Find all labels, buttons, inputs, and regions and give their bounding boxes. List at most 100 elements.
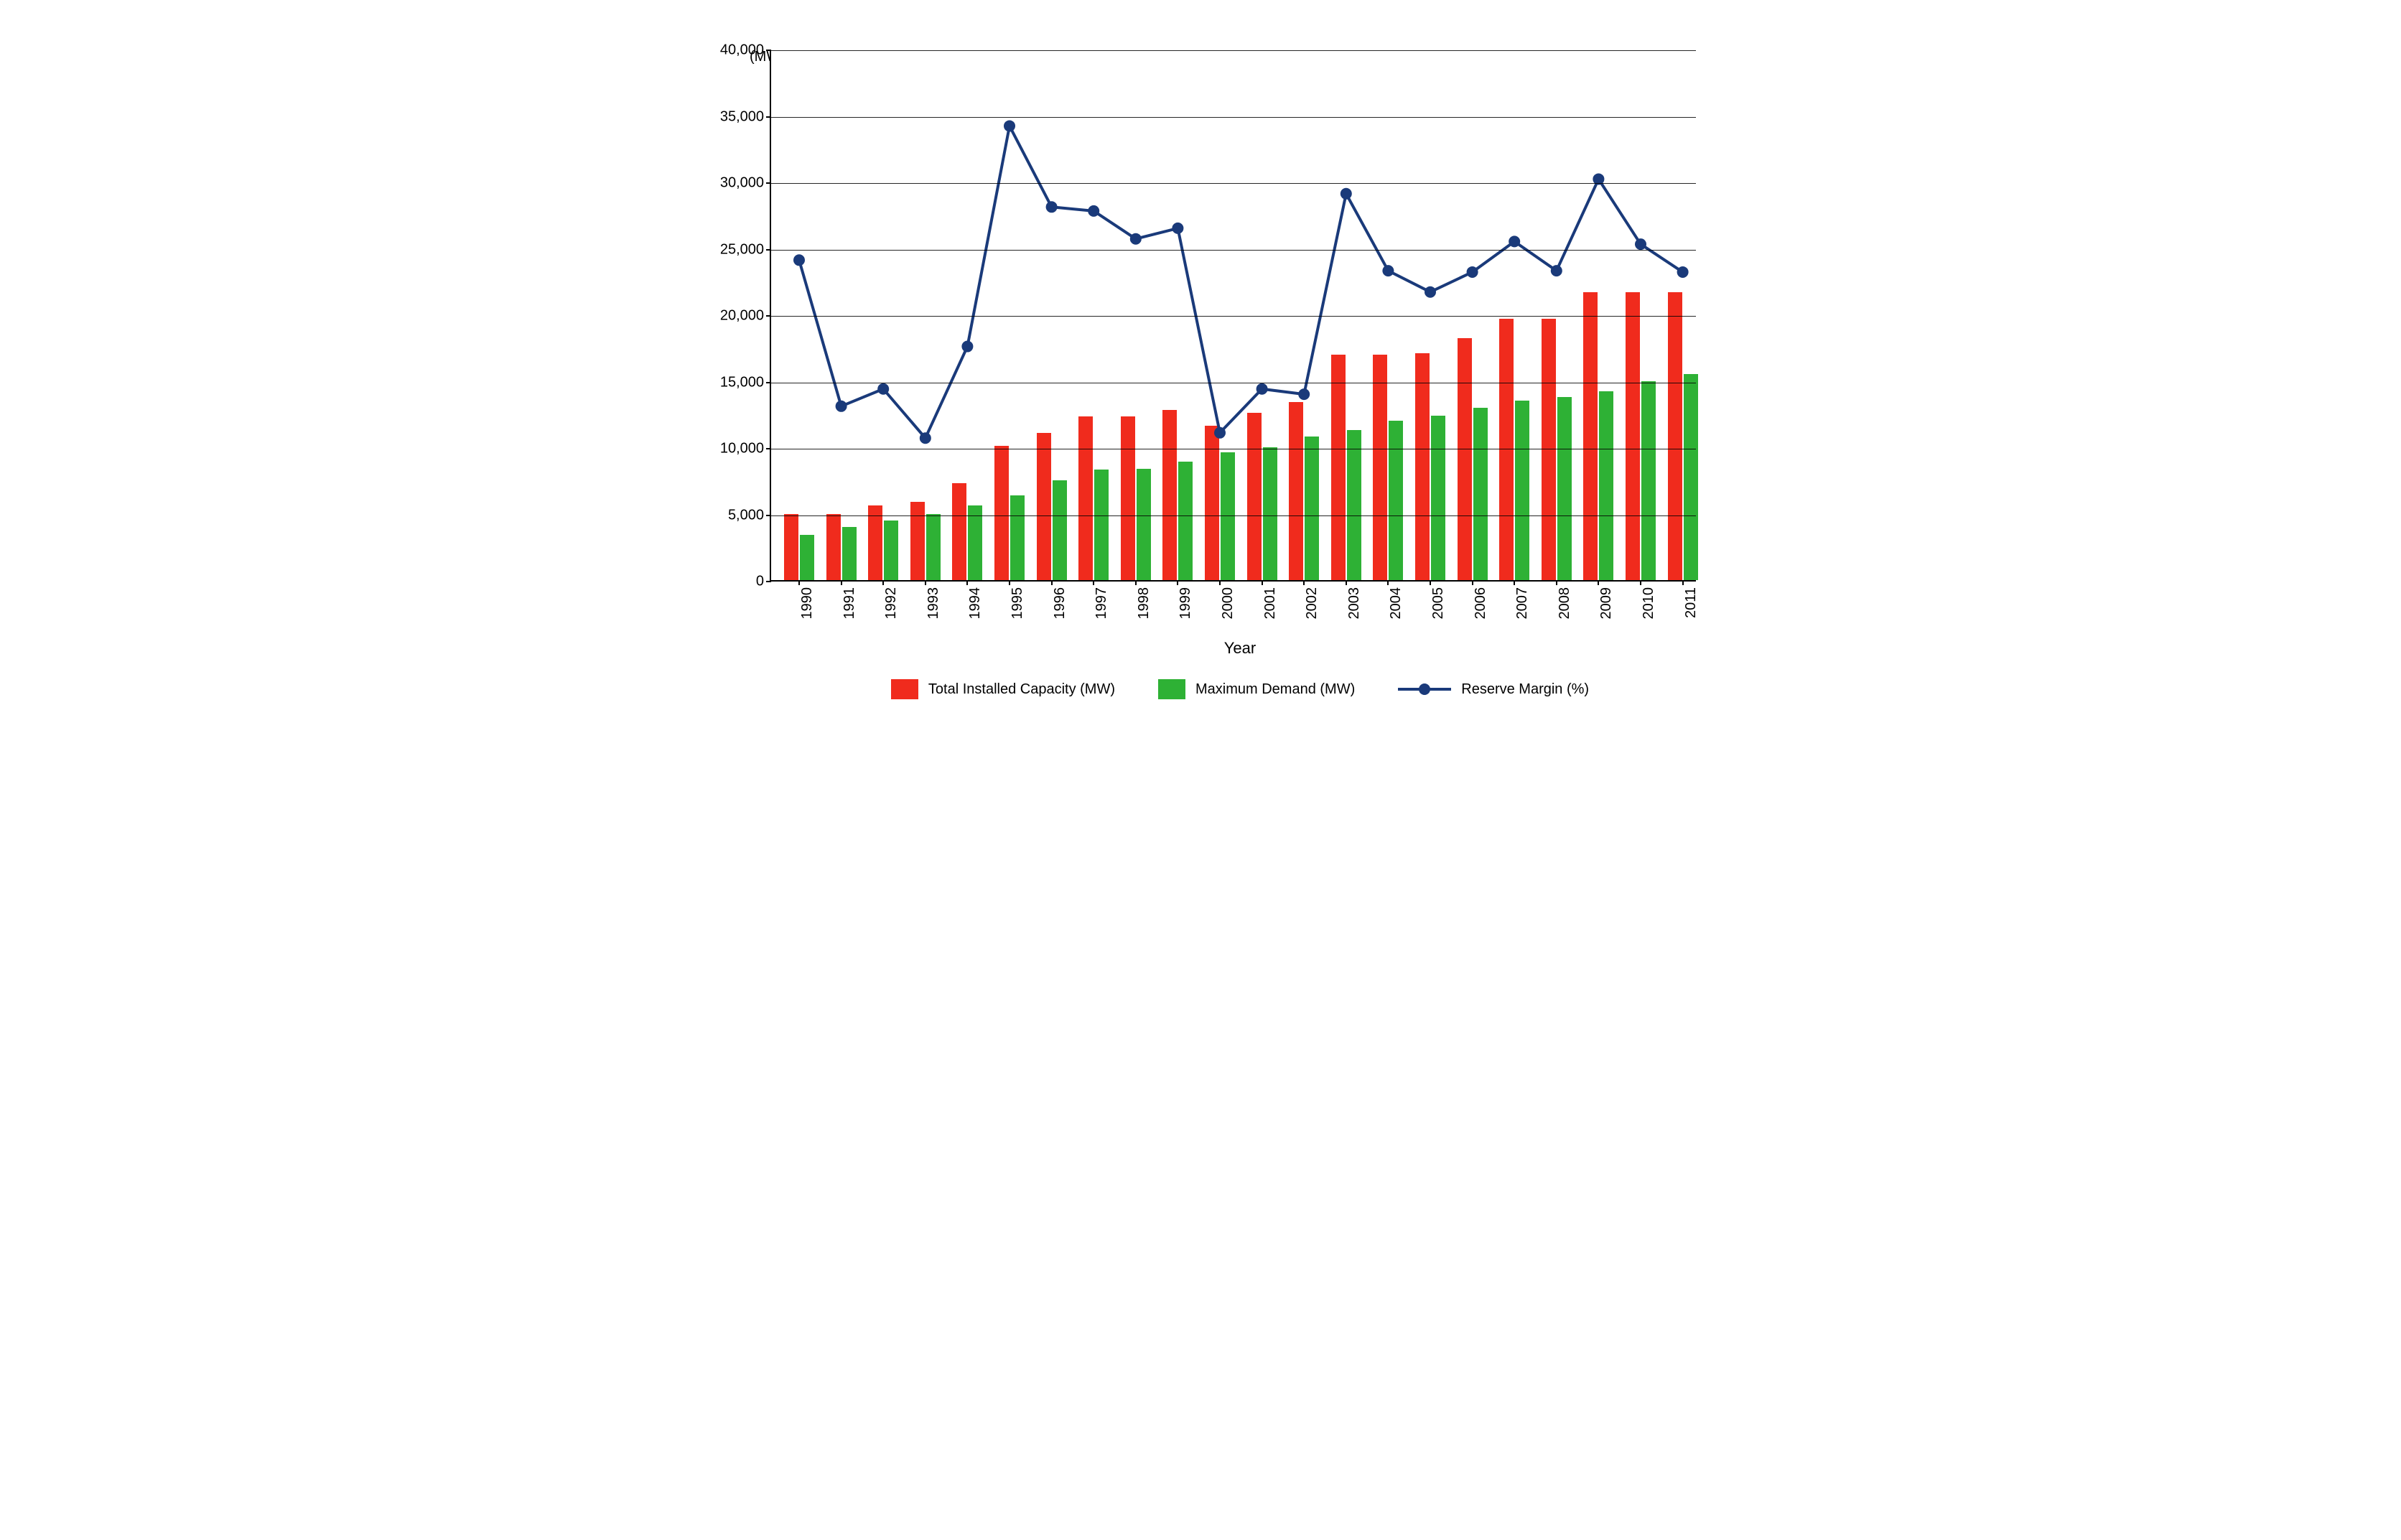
line-marker xyxy=(1130,233,1142,245)
x-tick-mark xyxy=(798,580,800,585)
x-tick-label: 2004 xyxy=(1388,587,1404,620)
x-tick-mark xyxy=(1472,580,1473,585)
reserve-margin-line xyxy=(799,126,1683,438)
plot-area: 05,00010,00015,00020,00025,00030,00035,0… xyxy=(770,50,1696,582)
gridline xyxy=(771,250,1696,251)
gridline xyxy=(771,183,1696,184)
legend-label: Total Installed Capacity (MW) xyxy=(928,681,1115,698)
line-marker xyxy=(1214,427,1226,439)
x-tick-label: 1994 xyxy=(967,587,984,620)
x-tick-mark xyxy=(1387,580,1389,585)
x-tick-label: 1992 xyxy=(883,587,900,620)
line-marker xyxy=(961,341,973,353)
line-marker xyxy=(1341,188,1352,200)
legend-label: Reserve Margin (%) xyxy=(1461,681,1589,698)
y-tick-mark xyxy=(766,581,771,582)
x-tick-label: 2005 xyxy=(1430,587,1447,620)
y-tick-label: 35,000 xyxy=(720,108,764,125)
line-marker xyxy=(1425,286,1436,298)
line-marker xyxy=(1467,266,1478,278)
x-tick-label: 2003 xyxy=(1346,587,1363,620)
line-marker xyxy=(793,254,805,266)
x-tick-mark xyxy=(925,580,926,585)
y-tick-label: 40,000 xyxy=(720,42,764,59)
x-axis-title: Year xyxy=(770,639,1710,658)
y-tick-mark xyxy=(766,249,771,251)
legend-item: Reserve Margin (%) xyxy=(1398,681,1589,698)
x-tick-mark xyxy=(1262,580,1263,585)
x-tick-label: 1991 xyxy=(841,587,858,620)
y-tick-mark xyxy=(766,182,771,184)
x-tick-label: 2008 xyxy=(1557,587,1573,620)
legend-item: Maximum Demand (MW) xyxy=(1158,679,1355,699)
x-tick-label: 1993 xyxy=(926,587,942,620)
x-tick-label: 2010 xyxy=(1641,587,1657,620)
legend-swatch xyxy=(1158,679,1185,699)
x-tick-label: 2002 xyxy=(1304,587,1320,620)
y-tick-mark xyxy=(766,116,771,118)
x-tick-label: 2006 xyxy=(1473,587,1489,620)
line-marker xyxy=(1635,238,1646,250)
x-tick-mark xyxy=(1598,580,1599,585)
line-marker xyxy=(1509,235,1520,247)
x-tick-label: 2007 xyxy=(1514,587,1531,620)
x-tick-mark xyxy=(1346,580,1347,585)
x-tick-mark xyxy=(1303,580,1305,585)
legend-swatch xyxy=(891,679,918,699)
x-tick-mark xyxy=(841,580,842,585)
x-tick-mark xyxy=(1430,580,1431,585)
y-tick-mark xyxy=(766,448,771,449)
line-marker xyxy=(1677,266,1689,278)
line-marker xyxy=(920,432,931,444)
y-tick-label: 0 xyxy=(756,574,764,590)
line-marker xyxy=(1382,265,1394,276)
line-marker xyxy=(1004,120,1015,131)
x-tick-label: 1995 xyxy=(1010,587,1026,620)
y-tick-label: 15,000 xyxy=(720,374,764,391)
x-tick-label: 2011 xyxy=(1683,587,1700,618)
capacity-demand-chart: (MW) 05,00010,00015,00020,00025,00030,00… xyxy=(691,50,1710,699)
gridline xyxy=(771,515,1696,516)
line-marker xyxy=(1298,388,1310,400)
line-marker xyxy=(1172,223,1183,234)
x-tick-mark xyxy=(1135,580,1137,585)
line-marker xyxy=(1046,201,1058,213)
y-tick-mark xyxy=(766,382,771,383)
y-tick-mark xyxy=(766,515,771,516)
x-tick-mark xyxy=(1514,580,1515,585)
x-tick-mark xyxy=(1051,580,1053,585)
line-marker xyxy=(1088,205,1099,217)
x-tick-mark xyxy=(1009,580,1010,585)
y-tick-mark xyxy=(766,315,771,317)
x-tick-label: 1997 xyxy=(1094,587,1110,620)
y-tick-label: 5,000 xyxy=(728,507,764,523)
x-tick-mark xyxy=(1177,580,1178,585)
x-tick-mark xyxy=(1219,580,1221,585)
line-marker xyxy=(836,401,847,412)
y-tick-label: 10,000 xyxy=(720,441,764,457)
x-tick-mark xyxy=(882,580,884,585)
line-marker xyxy=(1551,265,1562,276)
y-tick-label: 30,000 xyxy=(720,175,764,192)
x-tick-mark xyxy=(1556,580,1557,585)
line-marker xyxy=(877,383,889,395)
y-tick-label: 20,000 xyxy=(720,308,764,325)
x-tick-label: 2009 xyxy=(1598,587,1615,620)
x-tick-label: 2001 xyxy=(1262,587,1279,620)
y-tick-label: 25,000 xyxy=(720,241,764,258)
legend: Total Installed Capacity (MW) Maximum Dem… xyxy=(770,679,1710,699)
x-tick-mark xyxy=(1682,580,1684,585)
y-tick-mark xyxy=(766,50,771,51)
x-tick-label: 2000 xyxy=(1220,587,1236,620)
x-tick-mark xyxy=(1093,580,1094,585)
legend-label: Maximum Demand (MW) xyxy=(1195,681,1355,698)
legend-line-icon xyxy=(1398,688,1451,691)
legend-item: Total Installed Capacity (MW) xyxy=(891,679,1115,699)
x-tick-label: 1998 xyxy=(1136,587,1152,620)
gridline xyxy=(771,316,1696,317)
gridline xyxy=(771,117,1696,118)
line-marker xyxy=(1257,383,1268,395)
x-tick-label: 1999 xyxy=(1178,587,1194,620)
x-tick-mark xyxy=(966,580,968,585)
x-tick-label: 1996 xyxy=(1052,587,1068,620)
